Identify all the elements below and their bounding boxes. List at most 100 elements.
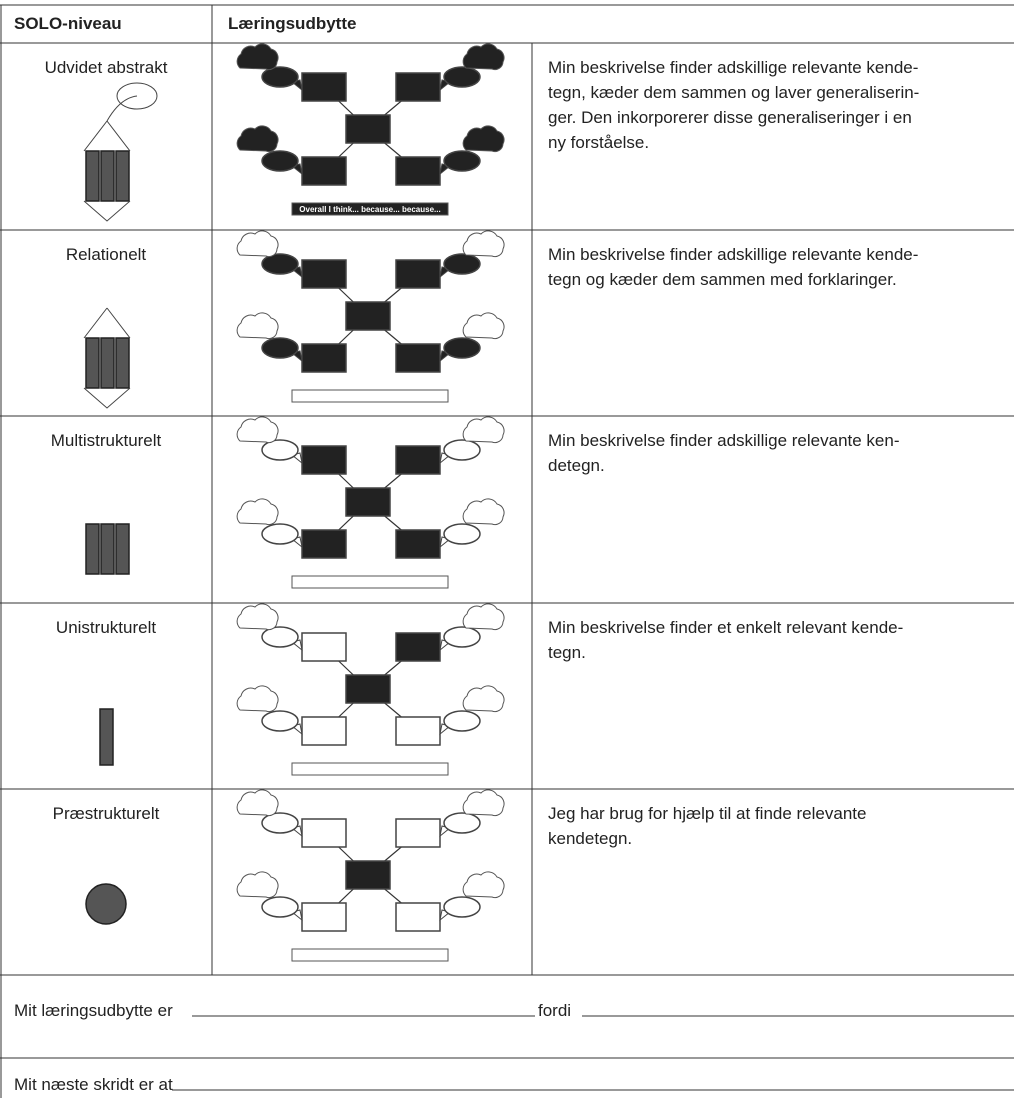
answer-bar <box>291 948 449 962</box>
footer-text: Mit læringsudbytte er <box>14 1001 173 1020</box>
icon-bar <box>100 337 115 389</box>
speech-bubble <box>443 439 481 461</box>
cloud <box>236 871 279 899</box>
answer-bar <box>291 389 449 403</box>
box <box>345 301 391 331</box>
box <box>301 259 347 289</box>
level-icon <box>85 883 127 925</box>
icon-bar <box>85 150 100 202</box>
box <box>301 72 347 102</box>
box <box>395 529 441 559</box>
solo-diagram <box>236 230 505 403</box>
box <box>345 860 391 890</box>
cloud <box>236 789 279 817</box>
header-cell: SOLO-niveau <box>14 14 122 33</box>
description-line: tegn. <box>548 643 586 662</box>
level-icon <box>99 708 114 766</box>
box <box>395 156 441 186</box>
speech-bubble <box>443 66 481 88</box>
description-line: tegn, kæder dem sammen og laver generali… <box>548 83 920 102</box>
answer-bar <box>291 202 449 216</box>
speech-bubble <box>261 439 299 461</box>
speech-bubble <box>261 150 299 172</box>
icon-bar <box>85 523 100 575</box>
answer-bar <box>291 575 449 589</box>
level-label: Multistrukturelt <box>50 431 162 450</box>
speech-bubble <box>261 253 299 275</box>
cloud <box>462 125 505 153</box>
extension-link <box>106 95 138 122</box>
icon-circle <box>85 883 127 925</box>
speech-bubble <box>261 626 299 648</box>
cloud <box>462 603 505 631</box>
speech-bubble <box>261 812 299 834</box>
icon-bar <box>115 150 130 202</box>
box <box>395 445 441 475</box>
footer-text: Mit næste skridt er at <box>14 1075 173 1094</box>
description-line: detegn. <box>548 456 605 475</box>
description-line: Min beskrivelse finder et enkelt relevan… <box>548 618 904 637</box>
level-icon <box>83 82 158 222</box>
box <box>395 818 441 848</box>
cloud <box>462 312 505 340</box>
box <box>301 902 347 932</box>
box <box>345 114 391 144</box>
solo-diagram <box>236 603 505 776</box>
cloud <box>462 43 505 71</box>
icon-bar <box>115 337 130 389</box>
diagram-caption: Overall I think... because... because... <box>299 205 440 214</box>
solo-diagram <box>236 416 505 589</box>
box <box>301 445 347 475</box>
cloud <box>236 685 279 713</box>
box <box>301 818 347 848</box>
cloud <box>462 685 505 713</box>
cloud <box>236 125 279 153</box>
cloud <box>236 603 279 631</box>
description-line: Min beskrivelse finder adskillige releva… <box>548 58 919 77</box>
description-line: kendetegn. <box>548 829 633 848</box>
level-icon <box>83 307 131 409</box>
cloud <box>236 230 279 258</box>
box <box>301 632 347 662</box>
cloud <box>462 789 505 817</box>
speech-bubble <box>443 337 481 359</box>
solo-diagram <box>236 789 505 962</box>
box <box>395 72 441 102</box>
level-icon <box>85 523 130 575</box>
cloud <box>236 312 279 340</box>
description-line: ger. Den inkorporerer disse generaliseri… <box>548 108 912 127</box>
description-line: tegn og kæder dem sammen med forklaringe… <box>548 270 897 289</box>
description-line: Min beskrivelse finder adskillige releva… <box>548 245 919 264</box>
icon-bar <box>85 337 100 389</box>
box <box>395 632 441 662</box>
speech-bubble <box>443 710 481 732</box>
speech-bubble <box>261 66 299 88</box>
cloud <box>462 498 505 526</box>
solo-diagram: Overall I think... because... because... <box>236 43 505 216</box>
speech-bubble <box>261 710 299 732</box>
speech-bubble <box>443 523 481 545</box>
box <box>301 529 347 559</box>
icon-bar <box>115 523 130 575</box>
speech-bubble <box>261 523 299 545</box>
level-label: Unistrukturelt <box>55 618 157 637</box>
speech-bubble <box>261 896 299 918</box>
cloud <box>462 230 505 258</box>
icon-bar <box>100 523 115 575</box>
cloud <box>236 43 279 71</box>
icon-bar <box>99 708 114 766</box>
cloud <box>236 416 279 444</box>
cloud <box>462 416 505 444</box>
box <box>395 259 441 289</box>
diamond <box>83 307 131 409</box>
level-label: Relationelt <box>65 245 147 264</box>
box <box>395 902 441 932</box>
box <box>301 156 347 186</box>
cloud <box>462 871 505 899</box>
speech-bubble <box>443 150 481 172</box>
description-line: ny forståelse. <box>548 133 650 152</box>
speech-bubble <box>443 253 481 275</box>
level-label: Udvidet abstrakt <box>44 58 168 77</box>
cloud <box>236 498 279 526</box>
